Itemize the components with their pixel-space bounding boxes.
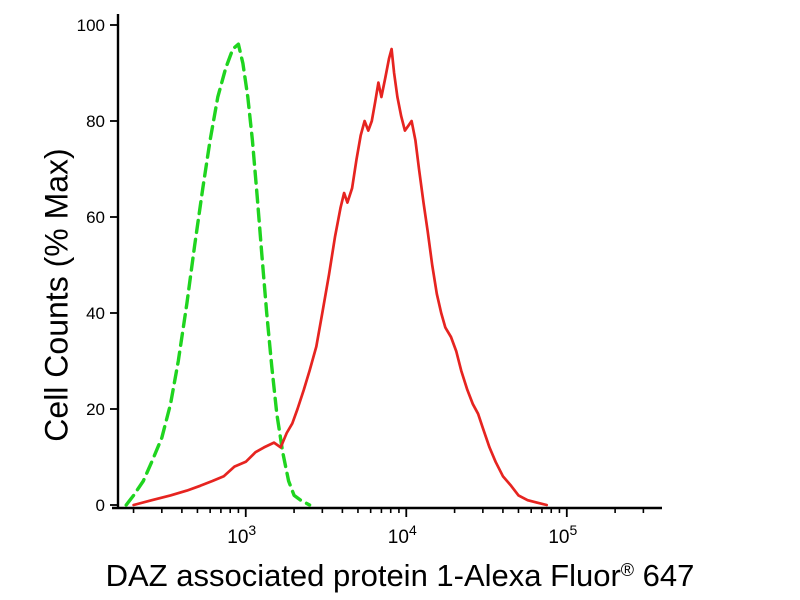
- y-axis-label: Cell Counts (% Max): [38, 148, 75, 442]
- series-line-red-solid-sample: [132, 47, 549, 507]
- y-tick-label: 40: [86, 304, 105, 323]
- x-tick-label: 105: [548, 522, 577, 548]
- plot-svg: 0 20 40 60 80 100 103 104 105: [77, 14, 662, 548]
- y-tick-label: 80: [86, 112, 105, 131]
- y-tick-label: 100: [77, 16, 105, 35]
- x-axis-label-main: DAZ associated protein 1-Alexa Fluor: [105, 558, 621, 593]
- series-line-green-dashed-control: [124, 42, 312, 507]
- x-axis-label-suffix: 647: [634, 558, 695, 593]
- y-tick-label: 20: [86, 400, 105, 419]
- x-axis-label: DAZ associated protein 1-Alexa Fluor® 64…: [0, 558, 800, 594]
- registered-trademark-symbol: ®: [620, 560, 635, 580]
- x-tick-label: 103: [227, 522, 256, 548]
- y-tick-label: 0: [96, 496, 105, 515]
- y-tick-label: 60: [86, 208, 105, 227]
- x-tick-label: 104: [388, 522, 417, 548]
